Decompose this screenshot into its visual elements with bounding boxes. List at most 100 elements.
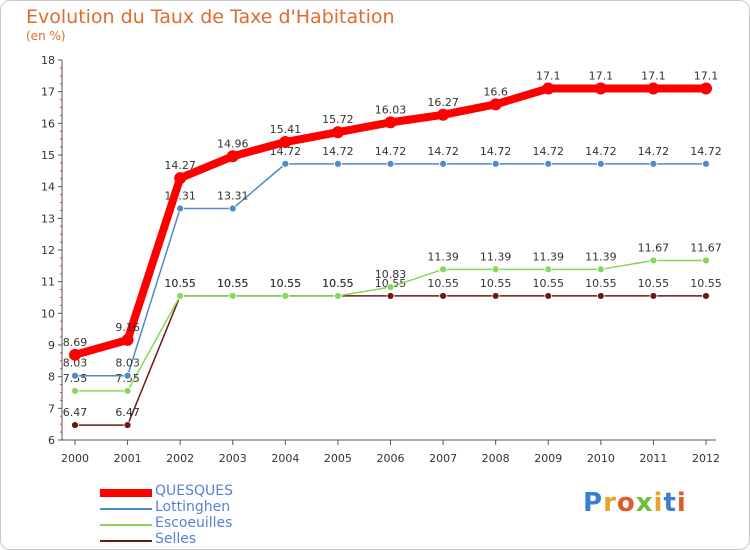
y-tick-label: 10 — [41, 307, 55, 320]
chart-subtitle: (en %) — [26, 29, 66, 43]
data-point — [596, 265, 605, 274]
data-point — [439, 159, 447, 168]
data-point — [491, 292, 500, 300]
y-tick-label: 8 — [48, 371, 55, 384]
x-tick-label: 2005 — [324, 452, 352, 465]
data-point — [700, 82, 712, 95]
data-label: 14.72 — [690, 145, 722, 158]
data-label: 11.39 — [480, 250, 512, 263]
data-point — [649, 159, 658, 168]
data-point — [281, 159, 290, 168]
data-point — [71, 371, 79, 380]
legend-item-lottinghen: Lottinghen — [100, 499, 300, 517]
data-point — [439, 292, 447, 300]
y-tick-label: 15 — [41, 149, 55, 162]
logo-letter: i — [676, 488, 687, 518]
data-label: 8.03 — [63, 357, 88, 370]
data-label: 16.27 — [427, 96, 459, 109]
data-label: 8.03 — [115, 357, 140, 370]
data-point — [228, 292, 237, 300]
data-label: 14.72 — [480, 145, 512, 158]
data-label: 14.27 — [164, 159, 196, 172]
data-point — [386, 292, 395, 300]
data-label: 10.55 — [690, 277, 722, 290]
x-tick-label: 2012 — [692, 452, 720, 465]
data-point — [331, 126, 344, 139]
data-label: 6.47 — [63, 406, 88, 419]
data-label: 11.39 — [533, 250, 565, 263]
data-point — [386, 283, 395, 291]
data-point — [384, 116, 397, 129]
data-point — [702, 159, 710, 168]
data-point — [647, 82, 660, 95]
y-tick-label: 11 — [41, 276, 55, 289]
x-tick-label: 2006 — [377, 452, 405, 465]
legend-label: Selles — [155, 531, 197, 547]
logo-letter: P — [583, 488, 604, 518]
legend-label: Lottinghen — [155, 499, 231, 515]
legend-swatch — [100, 540, 152, 542]
data-label: 14.72 — [375, 145, 407, 158]
data-label: 11.39 — [585, 250, 617, 263]
data-label: 16.6 — [483, 85, 508, 98]
data-point — [281, 292, 290, 300]
data-label: 13.31 — [217, 190, 249, 203]
data-label: 9.16 — [115, 321, 140, 334]
logo-letter: x — [635, 488, 654, 518]
data-point — [491, 265, 500, 274]
data-label: 11.67 — [638, 241, 670, 254]
logo-letter: i — [653, 488, 664, 518]
data-point — [123, 371, 132, 380]
data-label: 10.55 — [533, 277, 565, 290]
data-point — [702, 256, 710, 265]
data-point — [176, 204, 185, 213]
data-label: 17.1 — [641, 70, 666, 83]
y-tick-label: 16 — [41, 117, 55, 130]
proxiti-logo: Proxiti — [583, 488, 687, 518]
data-point — [702, 292, 710, 300]
data-label: 10.55 — [217, 277, 249, 290]
data-label: 10.55 — [480, 277, 512, 290]
data-label: 14.96 — [217, 137, 249, 150]
logo-letter: o — [616, 488, 636, 518]
data-point — [594, 82, 607, 95]
data-label: 8.69 — [63, 336, 88, 349]
data-label: 10.55 — [164, 277, 196, 290]
data-label: 14.72 — [585, 145, 617, 158]
data-point — [123, 387, 132, 395]
data-point — [489, 98, 502, 111]
x-tick-label: 2004 — [271, 452, 299, 465]
legend-item-escoeuilles: Escoeuilles — [100, 515, 300, 533]
data-point — [437, 108, 450, 121]
y-tick-label: 17 — [41, 86, 55, 99]
x-tick-label: 2009 — [534, 452, 562, 465]
data-label: 10.55 — [322, 277, 354, 290]
legend-label: QUESQUES — [155, 483, 233, 499]
x-tick-label: 2011 — [639, 452, 667, 465]
data-point — [71, 421, 79, 430]
data-label: 14.72 — [322, 145, 354, 158]
data-label: 15.72 — [322, 113, 354, 126]
data-label: 14.72 — [638, 145, 670, 158]
data-label: 10.55 — [585, 277, 617, 290]
data-label: 15.41 — [270, 123, 302, 136]
y-tick-label: 12 — [41, 244, 55, 257]
data-point — [596, 159, 605, 168]
x-tick-label: 2002 — [166, 452, 194, 465]
data-point — [121, 333, 134, 346]
data-label: 10.55 — [322, 277, 354, 290]
data-point — [279, 136, 292, 149]
data-label: 10.55 — [217, 277, 249, 290]
x-tick-label: 2000 — [61, 452, 89, 465]
data-label: 10.55 — [164, 277, 196, 290]
data-label: 6.47 — [115, 406, 140, 419]
x-tick-label: 2010 — [587, 452, 615, 465]
data-point — [69, 348, 81, 361]
legend-swatch — [100, 508, 152, 510]
data-point — [386, 159, 395, 168]
data-label: 14.72 — [533, 145, 565, 158]
legend-label: Escoeuilles — [155, 515, 233, 531]
data-label: 10.55 — [427, 277, 459, 290]
data-point — [544, 159, 553, 168]
